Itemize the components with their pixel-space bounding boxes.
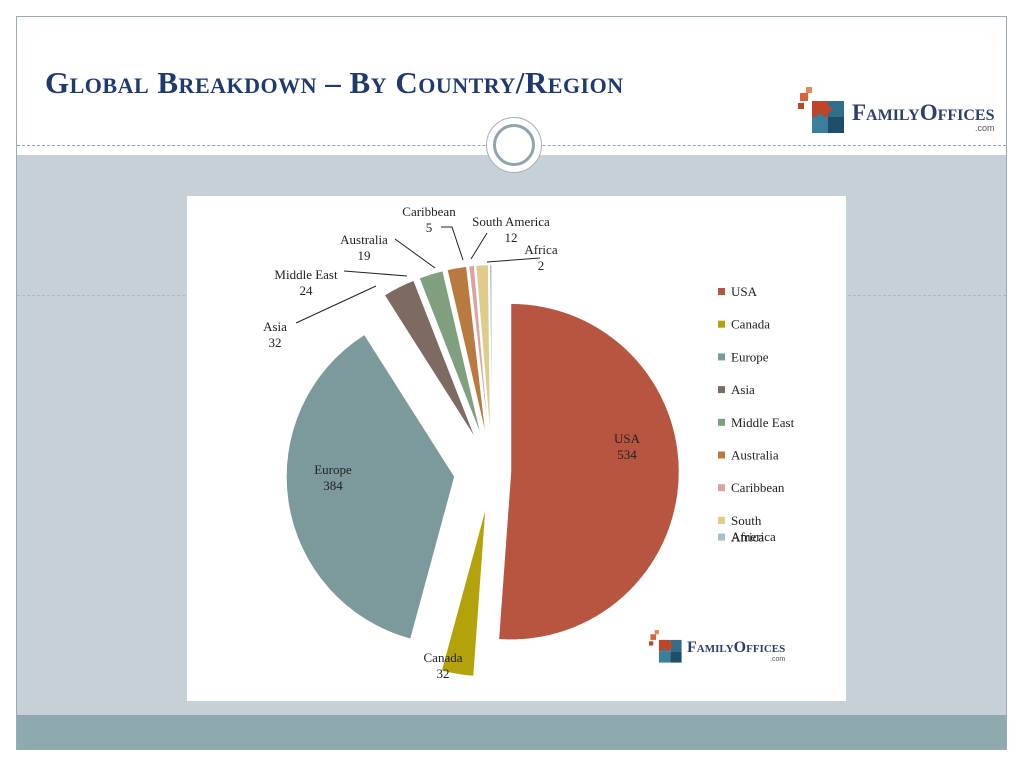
data-label-usa: USA 534	[614, 431, 641, 462]
data-label-europe: Europe 384	[314, 462, 352, 493]
legend-swatch	[718, 484, 725, 492]
legend-item-asia: Asia	[718, 382, 755, 397]
leader-line-africa	[486, 257, 541, 263]
pie-slice-africa	[489, 264, 493, 434]
pie-slice-europe	[286, 334, 455, 640]
legend-item-africa: Africa	[718, 530, 764, 545]
data-label-canada: Canada 32	[424, 650, 463, 681]
legend-label: Asia	[731, 382, 755, 397]
legend-swatch	[718, 320, 725, 328]
data-label-australia: Australia 19	[340, 232, 388, 263]
pie-chart: USA 534 Canada 32 Europe 384 Asia 32 Middle East…	[263, 204, 795, 681]
data-label-africa: Africa 2	[524, 242, 557, 273]
ring-ornament	[486, 117, 542, 173]
pie-slice-usa	[498, 303, 680, 640]
legend-item-usa: USA	[718, 284, 758, 299]
legend-label: USA	[731, 284, 758, 299]
legend-label: South America	[731, 513, 776, 544]
leader-line-asia	[295, 285, 377, 324]
pie-slice-middle-east	[419, 270, 481, 435]
logo-sub: .com	[974, 123, 995, 133]
legend-label: Middle East	[731, 415, 795, 430]
pie-slice-caribbean	[468, 265, 489, 434]
legend-swatch	[718, 516, 725, 524]
legend-label: Africa	[731, 530, 764, 545]
puzzle-icon	[649, 630, 682, 663]
legend-swatch	[718, 451, 725, 459]
data-label-caribbean: Caribbean 5	[402, 204, 456, 235]
chart-logo: FamilyOffices .com	[649, 630, 785, 664]
logo-text: FamilyOffices	[852, 100, 995, 125]
legend-swatch	[718, 418, 725, 426]
data-label-south-america: South America 12	[472, 214, 550, 245]
legend-item-caribbean: Caribbean	[718, 480, 785, 495]
legend-swatch	[718, 386, 725, 394]
legend-label: Canada	[731, 317, 770, 332]
header-logo: FamilyOffices .com	[798, 87, 994, 135]
footer-band	[17, 715, 1006, 749]
data-label-middle-east: Middle East 24	[274, 267, 338, 298]
leader-line-australia	[394, 238, 436, 269]
leader-line-caribbean	[441, 226, 464, 261]
legend-swatch	[718, 353, 725, 361]
puzzle-icon	[798, 87, 844, 133]
slide: Global Breakdown – By Country/Region Fam…	[16, 16, 1007, 750]
pie-slice-australia	[447, 266, 486, 434]
pie-slice-asia	[384, 280, 476, 438]
logo-text: FamilyOffices	[687, 639, 786, 656]
legend-label: Australia	[731, 448, 779, 463]
legend-label: Europe	[731, 349, 769, 364]
legend-item-australia: Australia	[718, 448, 779, 463]
data-label-asia: Asia 32	[263, 319, 287, 350]
legend-item-south-america: South America	[718, 513, 776, 544]
leader-line-south-america	[470, 232, 488, 260]
logo-sub: .com	[770, 656, 786, 663]
chart-panel: USA 534 Canada 32 Europe 384 Asia 32 Middle East…	[187, 196, 846, 701]
leader-line-middle-east	[343, 270, 408, 277]
legend-item-europe: Europe	[718, 349, 769, 364]
legend-item-middle-east: Middle East	[718, 415, 795, 430]
pie-slice-south-america	[475, 264, 491, 434]
page-title: Global Breakdown – By Country/Region	[45, 65, 624, 100]
legend-item-canada: Canada	[718, 317, 770, 332]
legend-swatch	[718, 288, 725, 295]
legend-swatch	[718, 533, 725, 541]
pie-slice-canada	[441, 508, 486, 677]
legend-label: Caribbean	[731, 480, 785, 495]
